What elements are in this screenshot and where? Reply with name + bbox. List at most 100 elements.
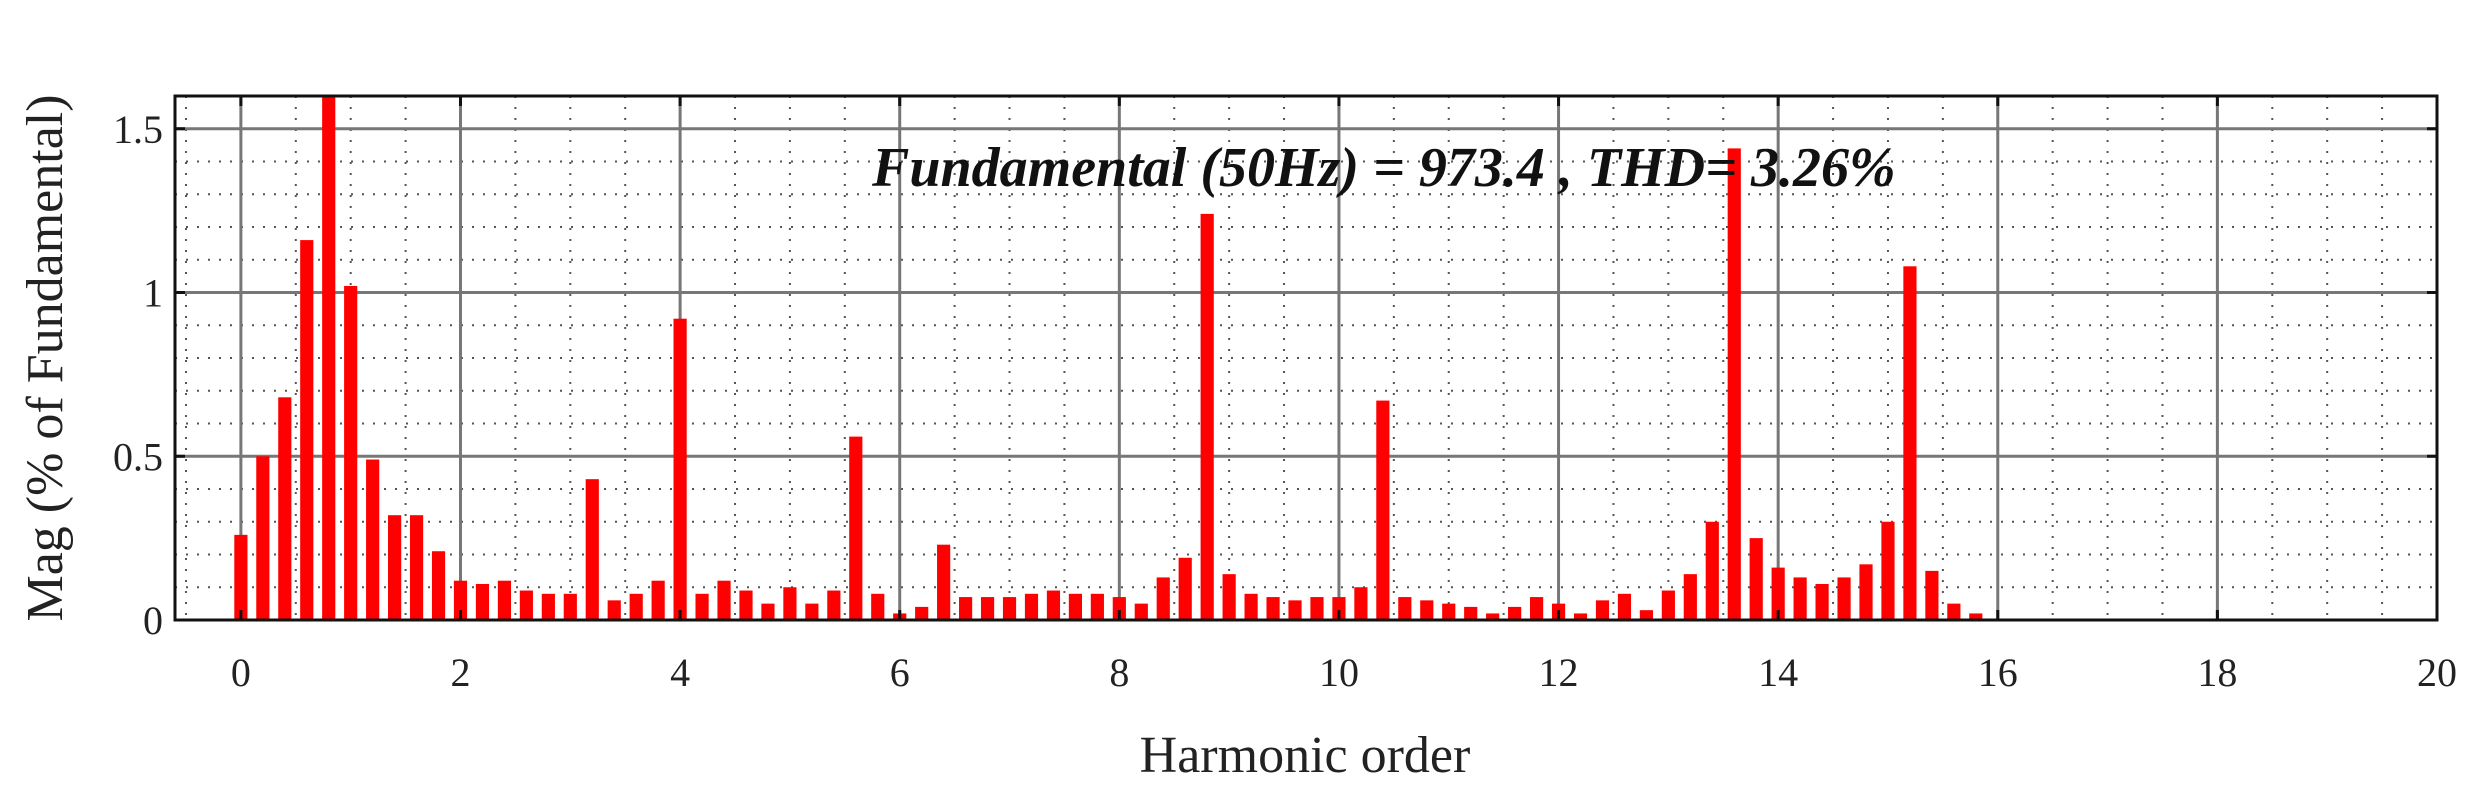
harmonic-bar (1661, 590, 1675, 620)
harmonic-bar (388, 515, 402, 620)
x-tick-label: 4 (670, 650, 690, 695)
harmonic-bar (1244, 593, 1258, 620)
harmonic-bar (1464, 606, 1478, 620)
harmonic-bar (453, 580, 468, 620)
harmonic-bar (1068, 593, 1082, 620)
harmonic-bar (497, 580, 512, 620)
harmonic-bar (1420, 600, 1434, 620)
harmonic-bar (278, 397, 292, 620)
harmonic-bar (1156, 577, 1170, 620)
harmonic-bar (322, 96, 336, 620)
harmonic-bar (1705, 521, 1719, 620)
harmonic-bar (1573, 613, 1588, 620)
harmonic-bar (1398, 597, 1412, 620)
harmonic-bar (409, 515, 424, 620)
plot-frame (173, 94, 2439, 622)
x-axis-title: Harmonic order (1140, 727, 1471, 784)
harmonic-bar (1727, 148, 1741, 620)
harmonic-bar (1749, 538, 1763, 620)
harmonic-bar (431, 551, 446, 620)
harmonic-bar (475, 583, 490, 620)
harmonic-bar (1112, 597, 1126, 620)
harmonic-bar (1530, 597, 1544, 620)
harmonic-bar (563, 593, 577, 620)
x-tick-label: 14 (1758, 650, 1798, 695)
harmonic-bar (1376, 400, 1390, 620)
harmonic-bar (541, 593, 555, 620)
harmonic-bar (1090, 593, 1104, 620)
x-tick-label: 2 (450, 650, 470, 695)
x-tick-label: 18 (2197, 650, 2237, 695)
harmonic-bar (1134, 603, 1148, 620)
harmonic-bar (1617, 593, 1632, 620)
harmonic-bar (366, 459, 380, 620)
harmonic-bar (1002, 597, 1017, 620)
harmonic-bar (1683, 574, 1697, 620)
harmonic-bar (959, 597, 973, 620)
harmonic-bar (651, 580, 665, 620)
harmonic-bar (871, 593, 885, 620)
harmonic-bar (805, 603, 819, 620)
grid-layer (175, 96, 2437, 620)
harmonic-bar (849, 436, 863, 620)
harmonic-bar (1969, 613, 1983, 620)
chart-annotation: Fundamental (50Hz) = 973.4 , THD= 3.26% (871, 137, 1896, 199)
harmonic-bar (1288, 600, 1302, 620)
harmonic-bar (1046, 590, 1061, 620)
harmonic-bar (717, 580, 731, 620)
harmonic-bar (739, 590, 753, 620)
harmonic-bar (980, 597, 995, 620)
bars-layer (234, 96, 1983, 620)
y-tick-label: 1.5 (113, 107, 163, 152)
harmonic-bar (629, 593, 643, 620)
harmonic-bar (783, 587, 797, 620)
harmonic-bar (1508, 606, 1522, 620)
harmonic-bar (1332, 597, 1346, 620)
harmonic-bar (1310, 597, 1324, 620)
harmonic-bar (1222, 574, 1236, 620)
harmonic-bar (937, 544, 951, 620)
x-tick-label: 0 (231, 650, 251, 695)
harmonic-bar (1595, 600, 1610, 620)
harmonic-bar (827, 590, 841, 620)
x-tick-label: 16 (1978, 650, 2018, 695)
harmonic-bar (1925, 570, 1939, 620)
harmonic-bar (1442, 603, 1456, 620)
harmonic-bar (300, 240, 314, 620)
x-tick-label: 6 (890, 650, 910, 695)
harmonic-bar (256, 456, 270, 620)
harmonic-bar (607, 600, 621, 620)
harmonic-bar (1947, 603, 1961, 620)
harmonic-bar (1178, 557, 1192, 620)
harmonic-bar (761, 603, 775, 620)
harmonic-bar (1793, 577, 1807, 620)
harmonic-bar (234, 534, 248, 620)
harmonic-bar (1815, 583, 1829, 620)
x-tick-label: 10 (1319, 650, 1359, 695)
harmonic-bar (344, 285, 358, 620)
harmonic-bar (1024, 593, 1039, 620)
harmonic-bar (1639, 610, 1653, 620)
x-tick-label: 8 (1109, 650, 1129, 695)
harmonic-bar (915, 606, 929, 620)
harmonic-bar (1859, 564, 1873, 620)
harmonic-bar (695, 593, 709, 620)
harmonic-bar (1354, 587, 1368, 620)
harmonic-bar (1903, 266, 1917, 620)
y-tick-label: 0 (143, 598, 163, 643)
harmonic-bar (519, 590, 533, 620)
x-tick-label: 12 (1539, 650, 1579, 695)
y-tick-label: 0.5 (113, 434, 163, 479)
x-tick-label: 20 (2417, 650, 2457, 695)
y-tick-label: 1 (143, 271, 163, 316)
harmonic-bar (673, 318, 687, 620)
harmonic-bar (585, 479, 599, 620)
harmonic-bar (1200, 213, 1214, 620)
y-axis-title: Mag (% of Fundamental) (17, 94, 74, 621)
harmonic-bar (1837, 577, 1851, 620)
harmonic-bar (1266, 597, 1280, 620)
harmonic-bar (1771, 567, 1785, 620)
harmonic-bar (1881, 521, 1895, 620)
harmonic-bar (1486, 613, 1500, 620)
